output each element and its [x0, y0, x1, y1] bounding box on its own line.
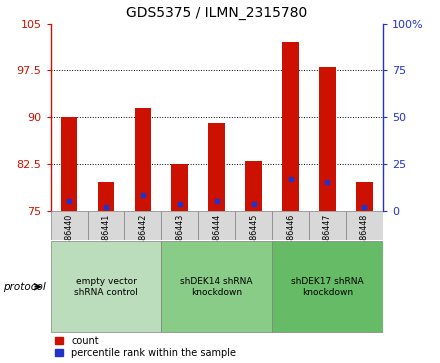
Text: GSM1486445: GSM1486445	[249, 214, 258, 268]
Text: GSM1486444: GSM1486444	[212, 214, 221, 267]
Bar	[61, 117, 77, 211]
Text: GSM1486443: GSM1486443	[175, 214, 184, 267]
Bar	[98, 183, 114, 211]
FancyBboxPatch shape	[161, 211, 198, 240]
FancyBboxPatch shape	[346, 211, 383, 240]
Text: GSM1486446: GSM1486446	[286, 214, 295, 267]
Bar	[135, 108, 151, 211]
Text: empty vector
shRNA control: empty vector shRNA control	[74, 277, 138, 297]
FancyBboxPatch shape	[51, 211, 88, 240]
FancyBboxPatch shape	[272, 241, 383, 332]
Text: shDEK17 shRNA
knockdown: shDEK17 shRNA knockdown	[291, 277, 364, 297]
FancyBboxPatch shape	[309, 211, 346, 240]
Text: GSM1486442: GSM1486442	[138, 214, 147, 268]
Bar	[172, 164, 188, 211]
Bar	[356, 183, 373, 211]
FancyBboxPatch shape	[161, 241, 272, 332]
Text: GSM1486448: GSM1486448	[360, 214, 369, 267]
FancyBboxPatch shape	[125, 211, 161, 240]
Text: shDEK14 shRNA
knockdown: shDEK14 shRNA knockdown	[180, 277, 253, 297]
FancyBboxPatch shape	[235, 211, 272, 240]
Text: GSM1486441: GSM1486441	[102, 214, 110, 267]
Bar	[319, 67, 336, 211]
Bar	[209, 123, 225, 211]
Text: protocol: protocol	[4, 282, 46, 292]
FancyBboxPatch shape	[272, 211, 309, 240]
Bar	[246, 161, 262, 211]
FancyBboxPatch shape	[198, 211, 235, 240]
FancyBboxPatch shape	[51, 241, 161, 332]
FancyBboxPatch shape	[88, 211, 125, 240]
Title: GDS5375 / ILMN_2315780: GDS5375 / ILMN_2315780	[126, 6, 307, 20]
Legend: count, percentile rank within the sample: count, percentile rank within the sample	[55, 336, 236, 358]
Bar	[282, 42, 299, 211]
Text: GSM1486447: GSM1486447	[323, 214, 332, 268]
Text: GSM1486440: GSM1486440	[65, 214, 73, 267]
